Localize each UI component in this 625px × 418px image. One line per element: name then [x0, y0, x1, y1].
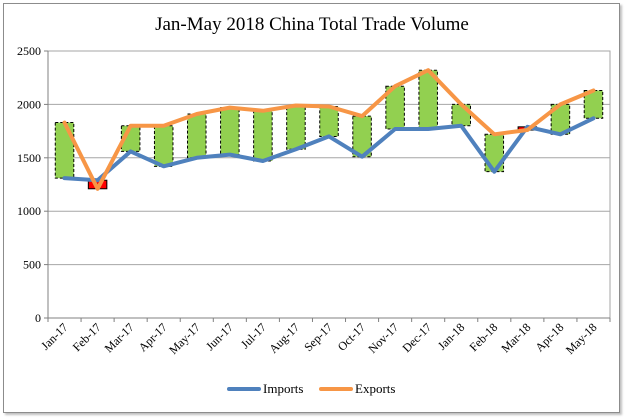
trade-surplus-box: [319, 106, 339, 137]
x-tick-label: Jul-17: [238, 320, 269, 351]
plot-area: [47, 50, 611, 319]
trade-surplus-box: [220, 107, 240, 156]
y-tick-label: 2000: [17, 97, 41, 111]
x-tick-label: Jan-18: [435, 320, 468, 353]
x-tick-label: Apr-17: [136, 320, 170, 354]
x-tick-label: Feb-18: [466, 320, 500, 354]
trade-surplus-box: [286, 104, 306, 150]
x-tick-label: Oct-17: [335, 320, 368, 353]
series-lines: [62, 68, 596, 191]
x-tick-label: Sep-17: [301, 320, 335, 354]
y-tick-label: 1000: [17, 204, 41, 218]
x-tick-label: Feb-17: [70, 320, 104, 354]
trade-surplus-box: [153, 125, 174, 167]
chart-frame: [3, 3, 620, 413]
x-tick-label: Dec-17: [399, 320, 434, 355]
y-tick-label: 500: [23, 258, 41, 272]
y-tick-label: 1500: [17, 151, 41, 165]
x-tick-label: Jun-17: [203, 320, 236, 353]
axes: [44, 50, 611, 322]
trade-surplus-box: [54, 122, 75, 179]
x-tick-label: Nov-17: [365, 320, 401, 356]
series-line-imports: [62, 116, 596, 183]
x-tick-label: Mar-17: [102, 320, 137, 355]
x-tick-label: Apr-18: [532, 320, 566, 354]
legend-label-imports: Imports: [263, 381, 303, 396]
trade-surplus-box: [253, 110, 273, 162]
gridlines: [47, 50, 611, 319]
y-axis-tick-labels: 0 500 1000 1500 2000 2500: [17, 44, 41, 325]
x-tick-label: May-17: [166, 320, 203, 357]
chart-title: Jan-May 2018 China Total Trade Volume: [155, 14, 469, 35]
trade-surplus-box: [352, 115, 372, 158]
legend: Imports Exports: [227, 381, 395, 396]
y-tick-label: 0: [35, 311, 41, 325]
trade-surplus-box: [187, 113, 207, 159]
series-line-exports: [62, 68, 596, 191]
x-tick-label: Jan-17: [38, 320, 71, 353]
x-tick-label: Mar-18: [498, 320, 533, 355]
legend-label-exports: Exports: [355, 381, 395, 396]
x-tick-label: May-18: [563, 320, 600, 357]
x-tick-label: Aug-17: [266, 320, 302, 356]
y-tick-label: 2500: [17, 44, 41, 58]
